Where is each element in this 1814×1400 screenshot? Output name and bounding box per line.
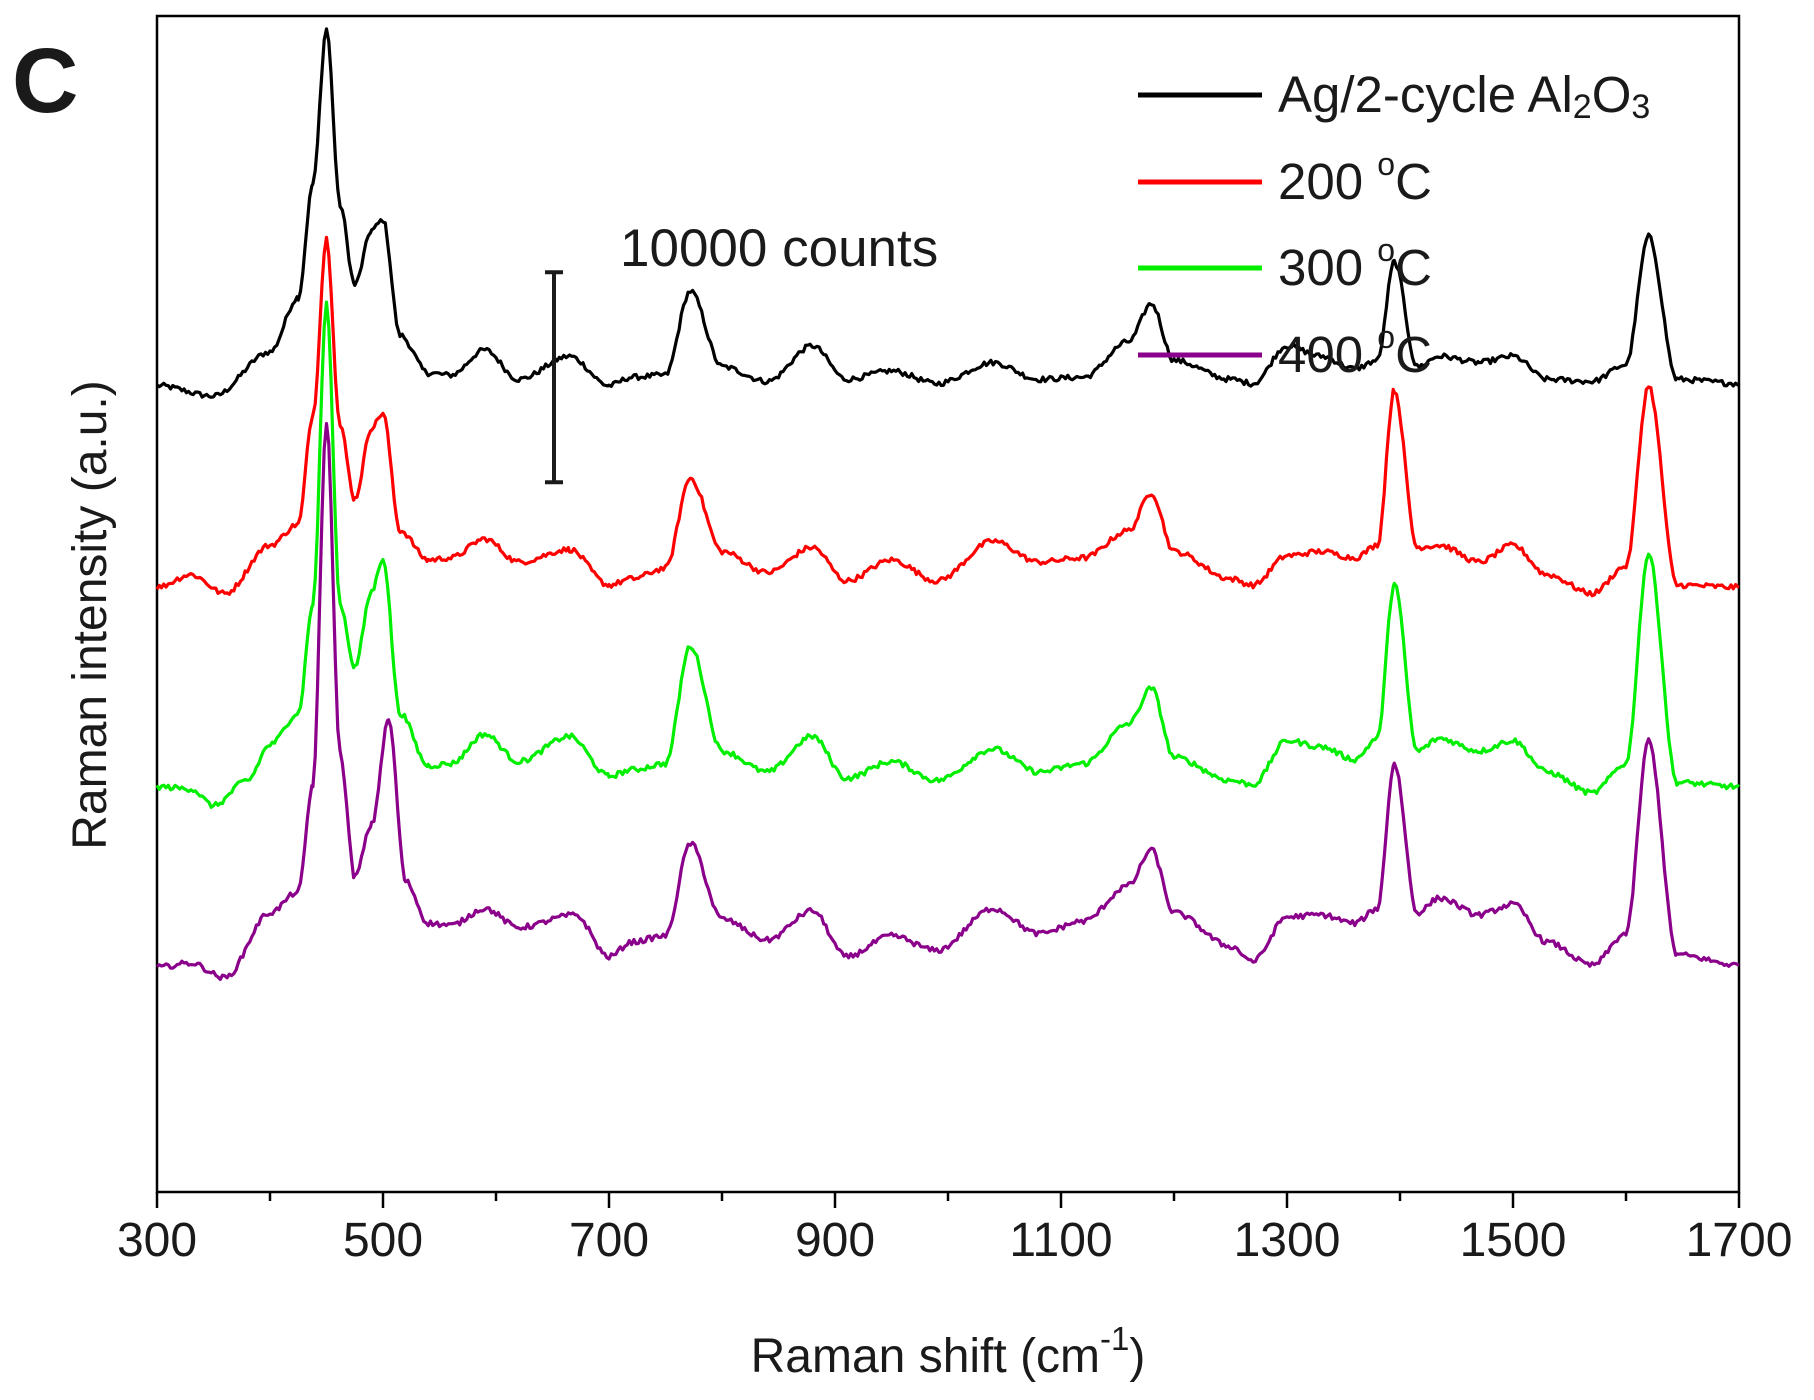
x-axis-title: Raman shift (cm-1) (751, 1320, 1146, 1383)
x-axis-title-main: Raman shift (cm (751, 1330, 1100, 1383)
x-tick-label: 300 (117, 1214, 197, 1267)
legend-label-end: C (1395, 153, 1432, 210)
legend-label: 200 oC (1278, 146, 1432, 210)
panel-label: C (12, 30, 78, 132)
scale-bar: 10000 counts (545, 219, 938, 485)
legend-item: 300 oC (1138, 232, 1432, 296)
legend-label-superscript: o (1377, 319, 1395, 355)
series-line (155, 235, 1740, 598)
legend-label-superscript: o (1377, 146, 1395, 182)
x-tick-label: 1100 (1009, 1214, 1112, 1267)
legend-label-subscript-1: 2 (1573, 88, 1592, 126)
x-tick-label: 1500 (1460, 1214, 1567, 1267)
legend-label-main: Ag/2-cycle Al (1278, 66, 1573, 123)
legend-item: 200 oC (1138, 146, 1432, 210)
x-axis: 300 500 700 900 1100 1300 1500 1700 (117, 1192, 1792, 1267)
legend-label-main: 300 (1278, 239, 1377, 296)
plot-frame (155, 14, 1741, 1194)
legend-label-main: 400 (1278, 326, 1377, 383)
legend-label-middle: O (1592, 66, 1632, 123)
legend-item: Ag/2-cycle Al2O3 (1138, 66, 1650, 126)
legend-label: 400 oC (1278, 319, 1432, 383)
x-axis-title-superscript: -1 (1100, 1320, 1129, 1357)
x-tick-label: 900 (795, 1214, 875, 1267)
legend-label-superscript: o (1377, 232, 1395, 268)
y-axis-title: Raman intensity (a.u.) (64, 380, 117, 850)
legend-label: Ag/2-cycle Al2O3 (1278, 66, 1650, 126)
legend-label-main: 200 (1278, 153, 1377, 210)
legend-label-end: C (1395, 326, 1432, 383)
legend-item: 400 oC (1138, 319, 1432, 383)
series-line (156, 421, 1740, 981)
legend-label-end: C (1395, 239, 1432, 296)
legend-label-subscript-2: 3 (1631, 88, 1650, 126)
series-line (155, 300, 1741, 809)
legend: Ag/2-cycle Al2O3 200 oC 300 oC 400 oC (1138, 66, 1650, 383)
legend-label: 300 oC (1278, 232, 1432, 296)
scale-bar-label: 10000 counts (620, 219, 938, 278)
x-tick-label: 700 (569, 1214, 649, 1267)
series-line (155, 27, 1741, 399)
x-tick-label: 1300 (1234, 1214, 1341, 1267)
x-tick-label: 1700 (1686, 1214, 1793, 1267)
x-tick-label: 500 (343, 1214, 423, 1267)
x-axis-title-close: ) (1129, 1330, 1145, 1383)
series-layer (155, 27, 1741, 981)
